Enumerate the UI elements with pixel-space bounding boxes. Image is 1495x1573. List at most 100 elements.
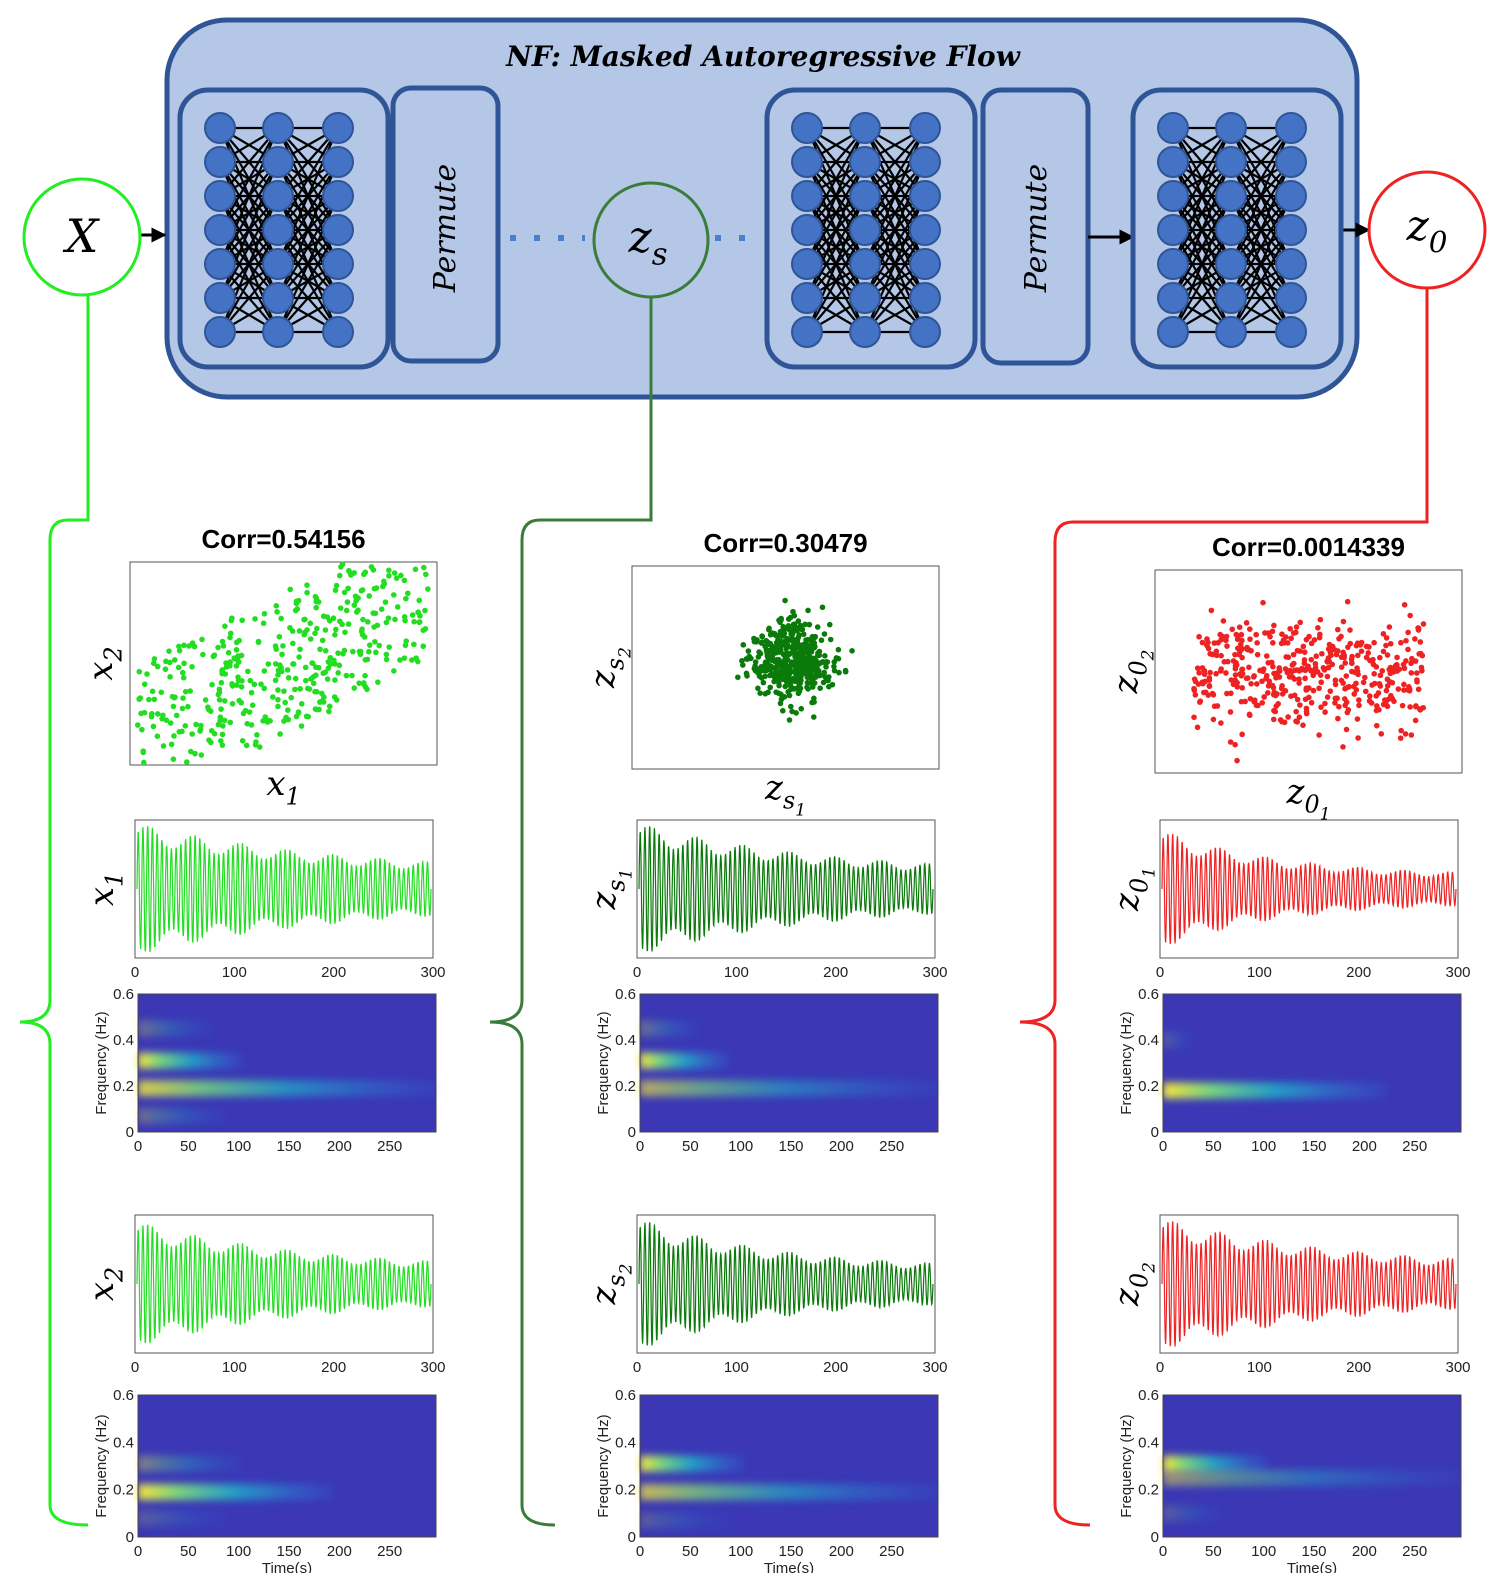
scatter-point <box>184 759 190 765</box>
scatter-point <box>1405 646 1411 653</box>
scatter-point <box>1377 672 1384 679</box>
scatter-point <box>416 619 422 625</box>
math-base: z <box>628 212 653 263</box>
scatter-point <box>168 741 175 748</box>
scatter-point <box>795 641 802 648</box>
scatter-point <box>170 703 177 710</box>
scatter-point <box>181 642 187 649</box>
scatter-point <box>301 631 308 638</box>
scatter-point <box>136 696 142 702</box>
neuron <box>322 146 354 178</box>
scatter-point <box>752 637 758 644</box>
scatter-point <box>375 679 381 685</box>
math-label: z02 <box>1107 1262 1159 1307</box>
corr-title: Corr=0.0014339 <box>1212 532 1405 562</box>
scatter-point <box>831 663 837 670</box>
scatter-point <box>227 634 233 641</box>
scatter-point <box>403 595 409 602</box>
scatter-point <box>415 658 421 665</box>
scatter-point <box>1318 704 1324 710</box>
y-tick-label: 0.2 <box>113 1078 134 1095</box>
scatter-point <box>261 685 268 692</box>
scatter-point <box>239 678 245 684</box>
scatter-point <box>302 677 309 684</box>
scatter-point <box>810 661 817 667</box>
x-tick-label: 0 <box>636 1543 644 1560</box>
connection <box>1230 127 1292 231</box>
scatter-point <box>1398 639 1404 646</box>
scatter-point <box>1263 672 1270 679</box>
scatter-point <box>1306 694 1312 701</box>
scatter-point <box>1195 681 1202 687</box>
scatter-point <box>366 593 372 599</box>
math-label: zs1 <box>764 768 806 820</box>
neuron <box>849 146 881 178</box>
scatter-point <box>1247 626 1253 632</box>
connection <box>277 161 339 265</box>
scatter-point <box>1326 658 1333 665</box>
scatter-point <box>416 597 423 604</box>
scatter-point <box>216 689 223 696</box>
scatter-point <box>151 656 158 662</box>
neuron <box>1157 214 1189 246</box>
scatter-point <box>247 677 254 684</box>
scatter-point <box>290 661 296 667</box>
neuron <box>1157 146 1189 178</box>
scatter-point <box>346 567 352 574</box>
scatter-point <box>1243 620 1250 626</box>
scatter-point <box>1341 652 1347 659</box>
neuron <box>849 282 881 314</box>
x-tick-label: 250 <box>879 1138 904 1155</box>
scatter-point <box>1371 639 1377 646</box>
scatter-point <box>134 722 141 728</box>
scatter-point <box>343 672 350 679</box>
scatter-point <box>812 643 818 650</box>
scatter-point <box>1420 621 1427 627</box>
scatter-point <box>197 728 203 734</box>
scatter-point <box>285 716 292 723</box>
neuron <box>204 180 236 212</box>
scatter-point <box>144 671 150 677</box>
x-tick-label: 100 <box>1251 1543 1276 1560</box>
scatter-point <box>182 688 189 695</box>
scatter-point <box>1234 757 1240 764</box>
spectrogram <box>1163 994 1461 1132</box>
scatter-point <box>229 681 235 687</box>
connection <box>219 161 279 265</box>
scatter-point <box>1332 681 1339 688</box>
neuron <box>262 248 294 280</box>
scatter-point <box>815 668 822 674</box>
neuron <box>1275 112 1307 144</box>
scatter-point <box>391 570 398 576</box>
scatter-point <box>1317 672 1324 678</box>
neuron <box>1275 180 1307 212</box>
scatter-point <box>284 667 291 673</box>
scatter-point <box>763 646 770 653</box>
scatter-point <box>267 718 273 724</box>
scatter-point <box>341 647 348 654</box>
spectral-band <box>138 1080 436 1097</box>
scatter-point <box>245 668 251 675</box>
scatter-point <box>1196 633 1202 640</box>
math-sub: s <box>602 658 630 670</box>
scatter-point <box>788 703 794 710</box>
spectral-band <box>1163 1082 1387 1099</box>
scatter-point <box>295 709 302 715</box>
scatter-point <box>220 723 226 729</box>
x-axis-label: Time(s) <box>764 1560 814 1573</box>
scatter-point <box>294 606 301 612</box>
scatter-point <box>814 624 821 630</box>
scatter-point <box>293 713 300 720</box>
scatter-point <box>149 688 156 695</box>
scatter-point <box>140 759 147 766</box>
scatter-point <box>221 717 228 724</box>
scatter-point <box>1191 685 1197 692</box>
spectral-band <box>640 1052 730 1069</box>
scatter-point <box>380 578 387 585</box>
scatter-point <box>163 658 169 665</box>
connection <box>1172 195 1232 299</box>
scatter-point <box>805 607 811 614</box>
neuron <box>1157 180 1189 212</box>
scatter-point <box>336 572 343 579</box>
scatter-point <box>182 723 189 729</box>
